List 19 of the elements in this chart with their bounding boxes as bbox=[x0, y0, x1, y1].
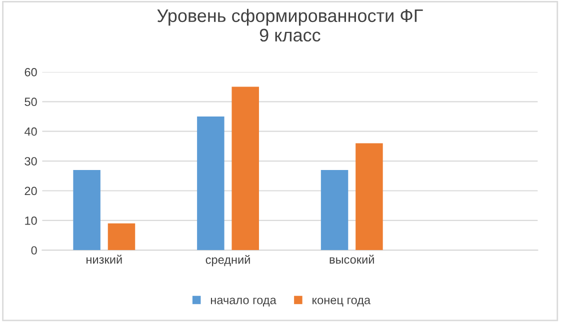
y-tick-label: 50 bbox=[24, 98, 37, 106]
y-tick-label: 0 bbox=[31, 246, 37, 255]
chart-title: Уровень сформированности ФГ 9 класс bbox=[157, 8, 423, 42]
bar bbox=[232, 86, 259, 250]
bar bbox=[356, 143, 383, 250]
y-tick-label: 20 bbox=[24, 186, 37, 196]
legend-label: конец года bbox=[312, 298, 371, 306]
bar bbox=[73, 170, 100, 250]
x-tick-label: низкий bbox=[86, 254, 122, 264]
y-tick-label: 30 bbox=[24, 157, 37, 166]
y-tick-label: 40 bbox=[24, 127, 37, 136]
bar bbox=[197, 116, 224, 250]
y-tick-label: 60 bbox=[24, 68, 37, 76]
legend-label: начало года bbox=[210, 298, 276, 306]
x-tick-label: высокий bbox=[330, 254, 374, 264]
y-tick-label: 10 bbox=[25, 216, 37, 225]
bar bbox=[320, 170, 348, 250]
x-tick-label: средний bbox=[206, 255, 250, 266]
bar bbox=[108, 223, 136, 250]
